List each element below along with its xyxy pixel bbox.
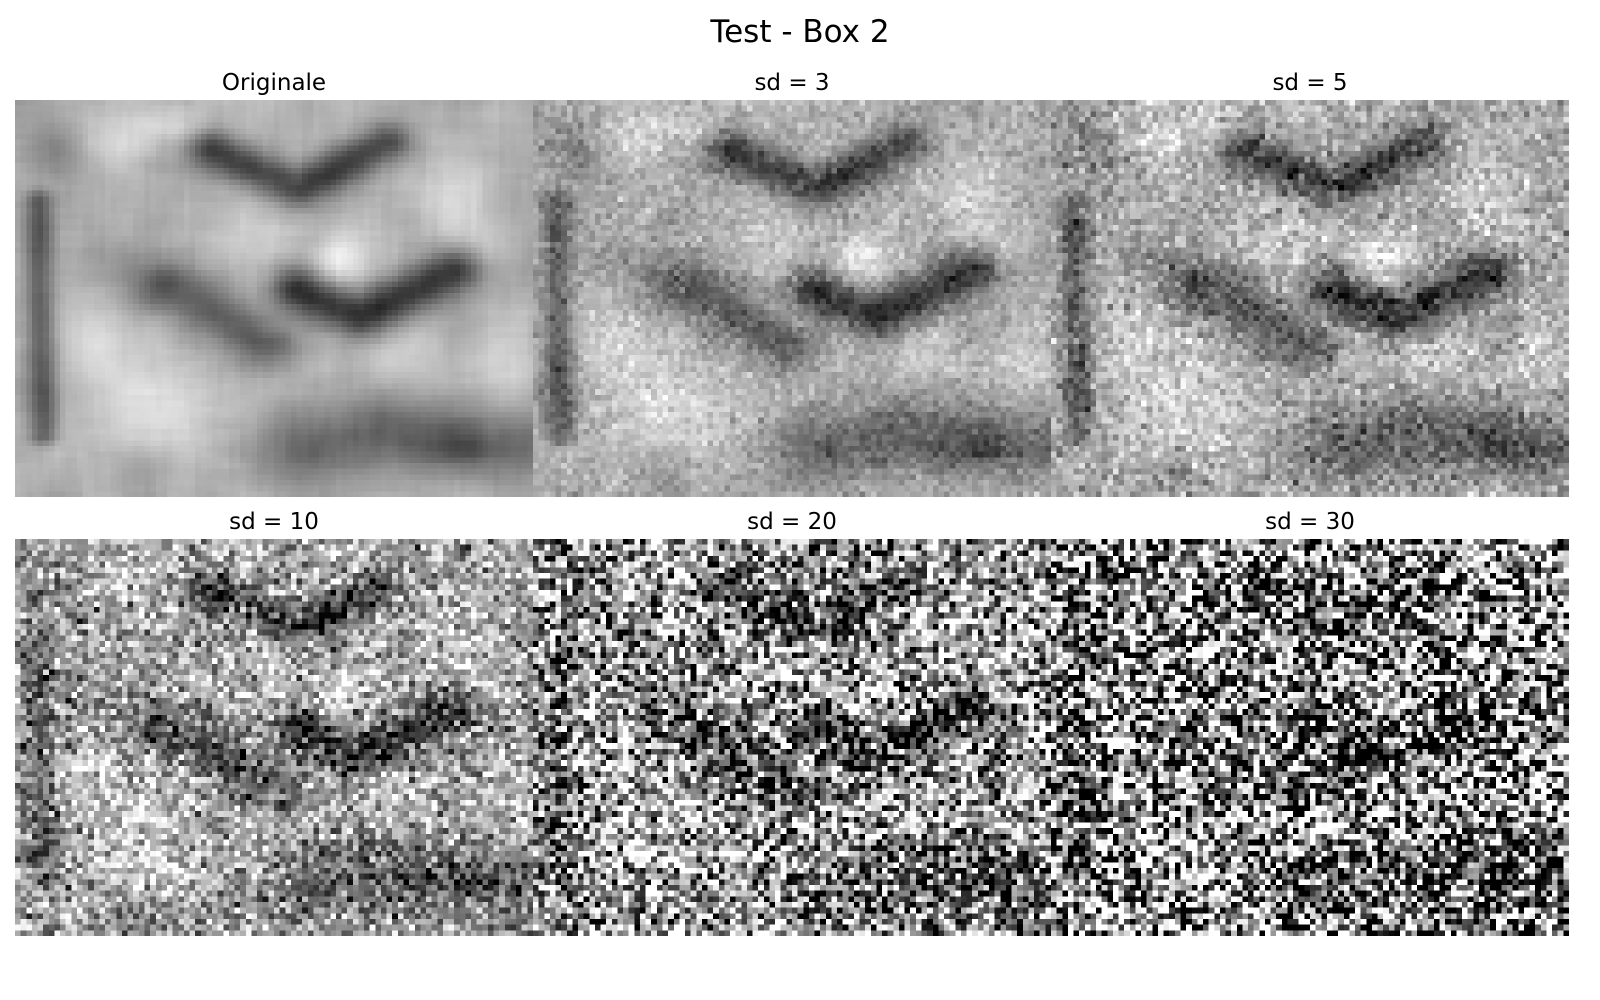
panel-title: sd = 10 [229, 509, 319, 535]
panel-title: sd = 3 [754, 70, 830, 96]
figure-title: Test - Box 2 [710, 14, 890, 50]
grayscale-image [533, 100, 1051, 497]
panel-title: sd = 20 [747, 509, 837, 535]
grayscale-image [1051, 100, 1569, 497]
grayscale-image [1051, 539, 1569, 936]
panel-title: Originale [221, 70, 327, 96]
grayscale-image [533, 539, 1051, 936]
grayscale-image [15, 539, 533, 936]
panel-title: sd = 5 [1272, 70, 1348, 96]
grayscale-image [15, 100, 533, 497]
panel-title: sd = 30 [1265, 509, 1355, 535]
